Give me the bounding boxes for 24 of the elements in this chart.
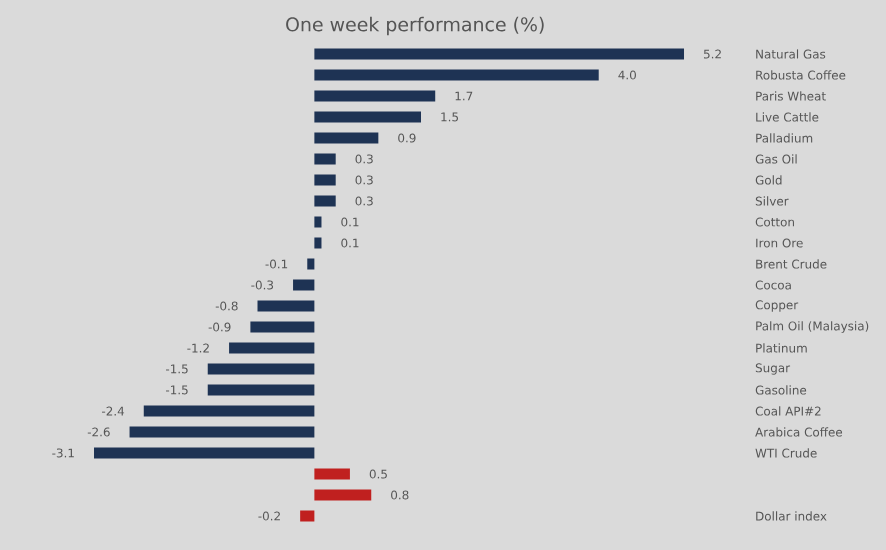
bar (250, 321, 315, 333)
bar (143, 405, 315, 417)
bar (314, 69, 599, 81)
bar (314, 489, 372, 501)
bar (314, 216, 322, 228)
bar (314, 195, 336, 207)
bar (314, 111, 421, 123)
bar (314, 237, 322, 249)
bar (314, 468, 350, 480)
bar (293, 279, 315, 291)
bar (314, 132, 379, 144)
bar (257, 300, 315, 312)
bar (314, 174, 336, 186)
bar (300, 510, 315, 522)
bar (229, 342, 315, 354)
bar (314, 153, 336, 165)
bar (307, 258, 315, 270)
bar (94, 447, 315, 459)
bar (207, 384, 315, 396)
chart-title: One week performance (%) (286, 16, 544, 36)
bar (314, 90, 436, 102)
bar (129, 426, 315, 438)
bar (314, 48, 685, 60)
bar (207, 363, 315, 375)
